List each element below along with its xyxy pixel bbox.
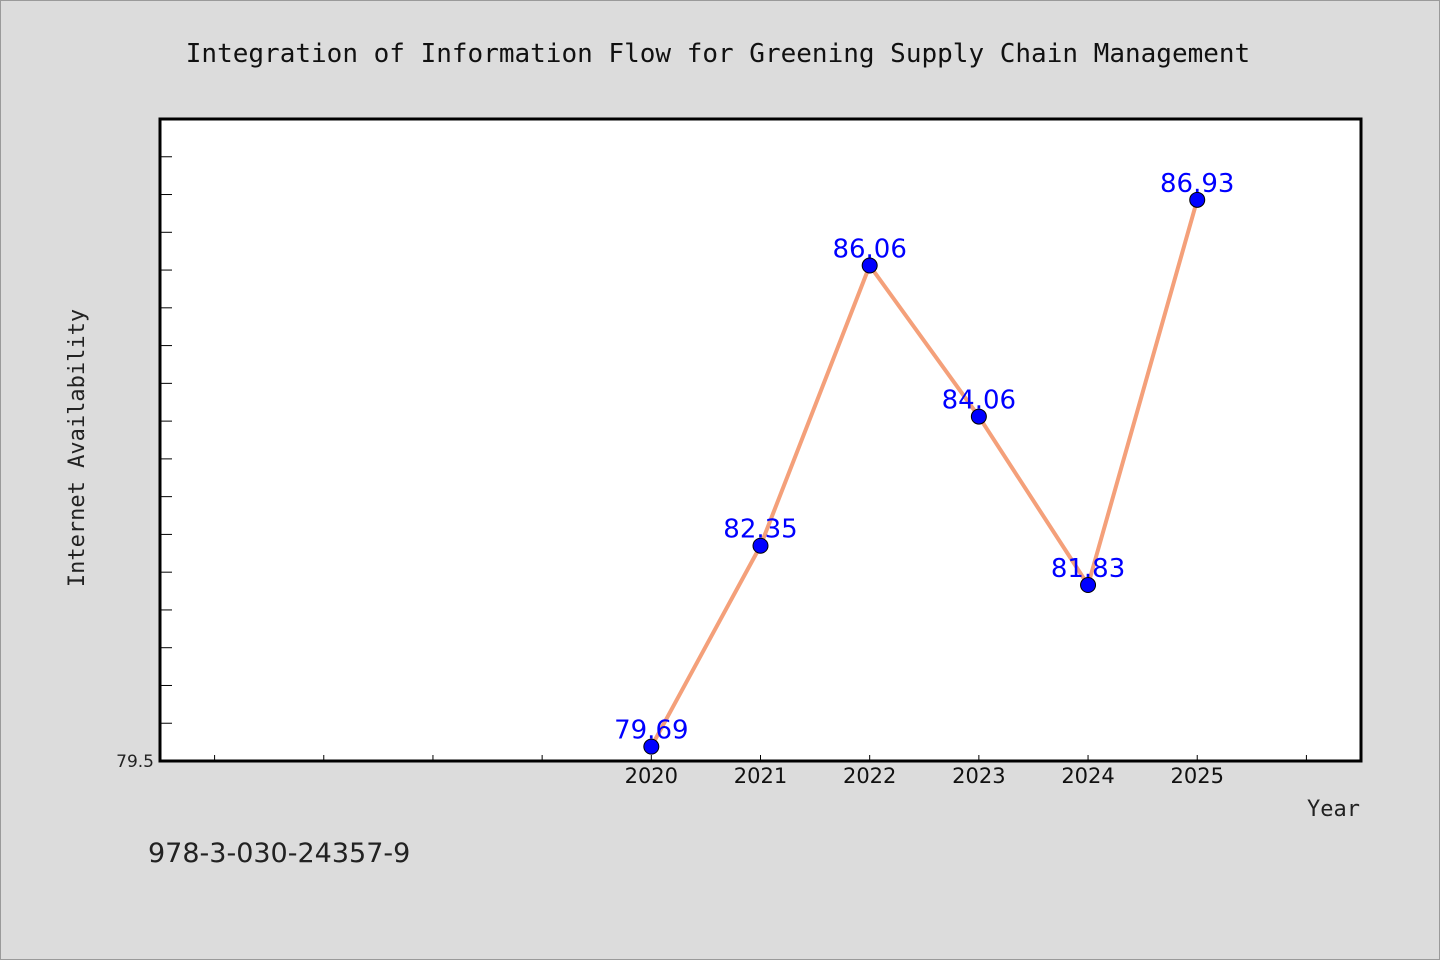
- data-point: [861, 257, 878, 274]
- x-tick-label: 2022: [843, 764, 896, 788]
- series-line: [649, 197, 1200, 749]
- x-tick-label: 2025: [1171, 764, 1224, 788]
- data-labels: 79.69 82.35 86.06 84.06 81.83 86.93: [614, 169, 1234, 746]
- data-label: 86.93: [1160, 169, 1234, 199]
- data-label: 79.69: [614, 716, 688, 746]
- y-axis-tick-labels: 79.5: [116, 752, 154, 772]
- x-tick-label: 2020: [625, 764, 678, 788]
- y-axis-ticks: [160, 118, 172, 762]
- series-lines: [649, 197, 1200, 749]
- series-markers: [643, 191, 1206, 755]
- y-tick-label: 79.5: [116, 752, 154, 772]
- x-tick-label: 2021: [734, 764, 787, 788]
- x-axis-label: Year: [1307, 797, 1360, 822]
- data-point: [1189, 191, 1206, 208]
- plot-area: [158, 117, 1363, 763]
- data-point: [970, 408, 987, 425]
- data-point: [1080, 577, 1097, 594]
- x-tick-label: 2024: [1061, 764, 1114, 788]
- chart-title: Integration of Information Flow for Gree…: [186, 39, 1250, 69]
- data-label: 81.83: [1051, 554, 1125, 584]
- x-axis-tick-labels: 2020 2021 2022 2023 2024 2025: [625, 764, 1224, 788]
- y-axis-label: Internet Availability: [65, 309, 90, 587]
- x-axis-ticks: [214, 755, 1307, 761]
- data-label: 84.06: [942, 386, 1016, 416]
- data-label: 86.06: [832, 235, 906, 265]
- x-tick-label: 2023: [952, 764, 1005, 788]
- data-label: 82.35: [723, 515, 797, 545]
- data-point: [643, 738, 660, 755]
- data-point: [752, 537, 769, 554]
- footnote-isbn: 978-3-030-24357-9: [148, 838, 410, 869]
